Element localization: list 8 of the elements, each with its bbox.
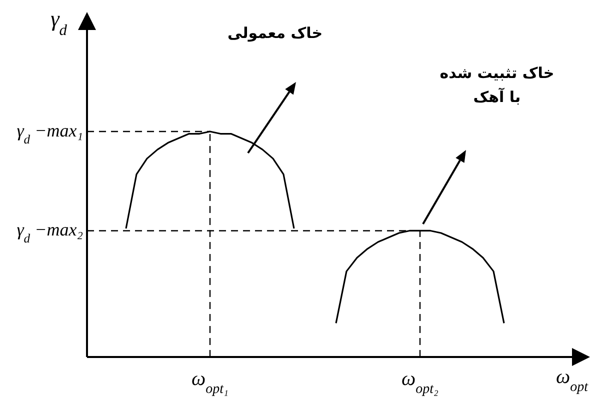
text: خاک معمولی	[227, 24, 323, 42]
text: خاک تثبیت شده با آهک	[440, 64, 554, 106]
y-axis-title: γ$_{d}$	[50, 6, 68, 38]
x-tick-label: ω$_{opt₂}$	[402, 368, 439, 396]
ref-line-label: γ$_{d}$ −max₁	[16, 120, 83, 147]
x-axis-title: ω$_{opt}$	[556, 366, 590, 394]
ref-line-label: γ$_{d}$ −max₂	[16, 220, 83, 246]
x-tick-label: ω$_{opt₁}$	[192, 368, 228, 396]
